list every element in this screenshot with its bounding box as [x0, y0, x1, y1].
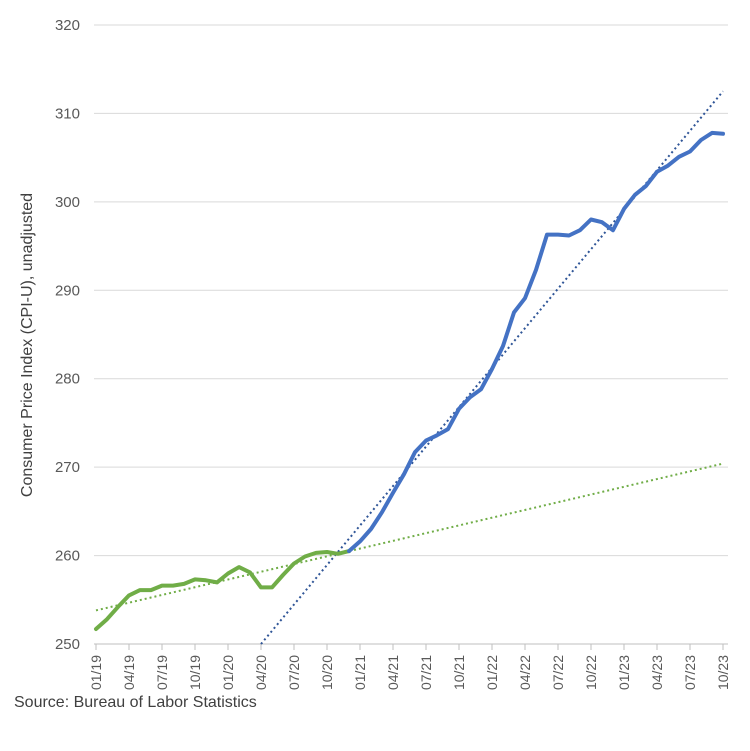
x-tick-label: 01/23: [616, 655, 632, 690]
series-line-3: [347, 130, 725, 554]
y-tick-label: 310: [55, 105, 80, 122]
x-tick-label: 10/21: [451, 655, 467, 690]
series-line-2: [94, 549, 351, 631]
x-tick-label: 10/19: [187, 655, 203, 690]
y-tick-label: 300: [55, 194, 80, 211]
x-tick-label: 01/21: [352, 655, 368, 690]
x-tick-label: 04/22: [517, 655, 533, 690]
x-tick-label: 10/23: [715, 655, 731, 690]
x-tick-label: 10/20: [319, 655, 335, 690]
x-tick-label: 04/19: [121, 655, 137, 690]
y-tick-label: 280: [55, 371, 80, 388]
y-axis-label: Consumer Price Index (CPI-U), unadjusted: [19, 193, 36, 497]
gridlines: [94, 24, 728, 645]
x-tick-label: 04/23: [649, 655, 665, 690]
x-tick-label: 07/23: [682, 655, 698, 690]
y-tick-label: 290: [55, 282, 80, 299]
x-tick-label: 04/20: [253, 655, 269, 690]
x-tick-label: 07/21: [418, 655, 434, 690]
x-tick-label: 07/19: [154, 655, 170, 690]
series-lines: [94, 90, 725, 645]
y-tick-label: 320: [55, 17, 80, 34]
y-axis-ticks: 250 260 270 280 290 300 310 320: [55, 17, 80, 653]
x-tick-label: 01/19: [88, 655, 104, 690]
x-tick-label: 10/22: [583, 655, 599, 690]
x-tick-label: 01/20: [220, 655, 236, 690]
y-tick-label: 260: [55, 548, 80, 565]
trendline-0: [95, 462, 724, 612]
y-tick-label: 270: [55, 459, 80, 476]
x-tick-label: 04/21: [385, 655, 401, 690]
x-tick-label: 07/22: [550, 655, 566, 690]
x-tick-label: 01/22: [484, 655, 500, 690]
x-axis: 01/19 04/19 07/19 10/19 01/20 04/20 07/20 10/20…: [88, 643, 731, 690]
source-note: Source: Bureau of Labor Statistics: [14, 694, 257, 711]
x-tick-label: 07/20: [286, 655, 302, 690]
y-tick-label: 250: [55, 636, 80, 653]
